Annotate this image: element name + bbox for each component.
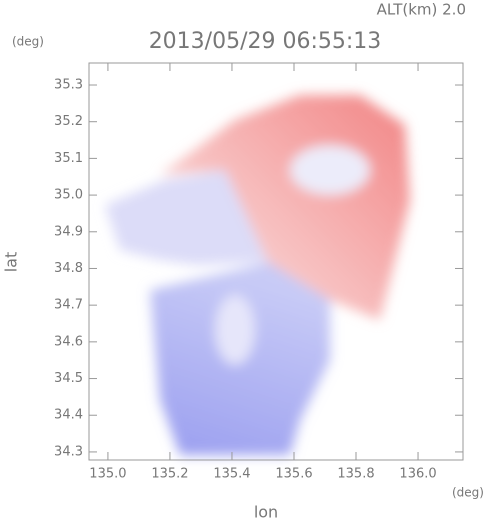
y-tick-label: 34.3 [54, 444, 83, 459]
y-tick-label: 35.1 [54, 151, 83, 166]
y-tick-label: 34.9 [54, 224, 83, 239]
y-unit: (deg) [12, 35, 44, 49]
y-tick-label: 35.0 [54, 188, 83, 203]
y-tick-label: 34.8 [54, 261, 83, 276]
altitude-label: ALT(km) 2.0 [377, 1, 466, 19]
plot-frame [88, 62, 464, 461]
x-unit: (deg) [452, 486, 484, 500]
y-tick-label: 35.2 [54, 114, 83, 129]
x-tick-label: 135.2 [151, 467, 188, 482]
x-tick-label: 135.4 [213, 467, 250, 482]
x-tick-label: 136.0 [399, 467, 436, 482]
y-tick-label: 34.4 [54, 408, 83, 423]
x-tick-label: 135.8 [337, 467, 374, 482]
x-tick-label: 135.0 [89, 467, 126, 482]
y-tick-label: 35.3 [54, 78, 83, 93]
radar-field [105, 95, 410, 455]
y-tick-label: 34.7 [54, 298, 83, 313]
y-tick-label: 34.6 [54, 334, 83, 349]
x-tick-label: 135.6 [275, 467, 312, 482]
y-tick-label: 34.5 [54, 371, 83, 386]
y-axis-label: lat [2, 252, 21, 273]
chart-title: 2013/05/29 06:55:13 [149, 29, 382, 54]
x-axis-label: lon [254, 503, 278, 522]
